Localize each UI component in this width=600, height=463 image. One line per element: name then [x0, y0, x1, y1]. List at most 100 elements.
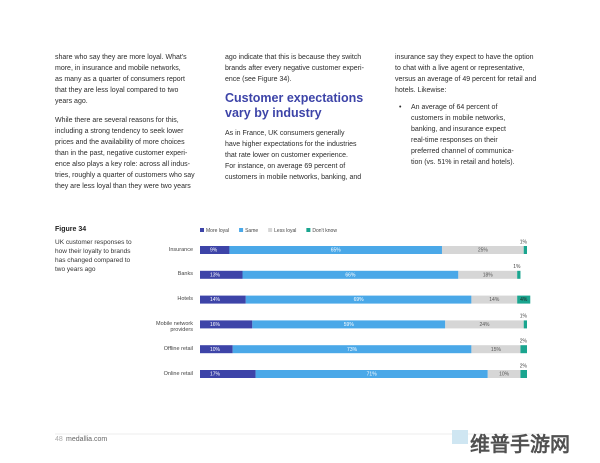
figure-label: Figure 34 [55, 226, 87, 233]
text-line: prices and the availability of more choi… [55, 139, 185, 146]
text-line: An average of 64 percent of [411, 104, 498, 111]
text-line: tion (vs. 51% in retail and hotels). [411, 159, 515, 166]
text-line: While there are several reasons for this… [55, 117, 179, 124]
value-label: 1% [520, 239, 528, 245]
bar-segment [471, 345, 521, 354]
text-line: customers in mobile networks, [411, 115, 506, 122]
bar-segment [245, 295, 472, 304]
legend-label: Don't know [312, 228, 337, 234]
value-label: 16% [210, 322, 221, 328]
bar-segment [441, 246, 524, 254]
bar-segment [200, 370, 256, 378]
value-label: 73% [347, 347, 358, 353]
text-line: to chat with a live agent or representat… [395, 65, 525, 72]
caption-line: two years ago [55, 266, 96, 273]
text-line: banking, and insurance expect [411, 126, 506, 133]
value-label: 66% [345, 272, 356, 278]
value-label: 13% [210, 272, 221, 278]
text-line: including a strong tendency to seek lowe… [55, 128, 184, 135]
figure-caption: UK customer responses to how their loyalt… [55, 238, 132, 274]
value-label: 10% [499, 372, 510, 378]
bar-segment [520, 345, 527, 354]
value-label: 59% [344, 322, 355, 328]
text-line: customers in mobile networks, banking, a… [225, 174, 362, 181]
text-column: ago indicate that this is because they s… [225, 52, 390, 183]
bar-segment [200, 295, 246, 304]
footer-site: medallia.com [66, 436, 108, 443]
value-label: 1% [513, 264, 521, 270]
bar-segment [242, 270, 459, 279]
value-label: 71% [367, 372, 378, 378]
bar-segment [200, 246, 230, 254]
text-line: versus an average of 49 percent for reta… [395, 76, 537, 83]
legend-swatch [239, 228, 244, 232]
bar-segment [255, 370, 488, 378]
text-line: as many as a quarter of consumers report [55, 76, 185, 83]
value-label: 14% [210, 297, 221, 303]
text-line: have higher expectations for the industr… [225, 141, 357, 148]
category-label: Online retail [163, 370, 193, 377]
category-label: Banks [177, 271, 193, 278]
legend-swatch [200, 228, 204, 232]
bar-segment [523, 320, 527, 329]
text-line: ago indicate that this is because they s… [225, 54, 362, 61]
value-label: 2% [520, 363, 528, 369]
bar-segment [445, 320, 524, 329]
value-label: 24% [479, 322, 490, 328]
bar-segment [520, 370, 527, 378]
bar-segment [523, 246, 527, 254]
bar-segment [200, 270, 243, 279]
value-label: 9% [210, 248, 218, 254]
value-label: 1% [520, 314, 528, 320]
legend-label: Less loyal [274, 228, 296, 234]
bar-segment [517, 295, 531, 304]
bar-segment [517, 270, 521, 279]
value-label: 17% [210, 372, 221, 378]
value-label: 18% [483, 272, 494, 278]
text-line: ence also plays a key role: across all i… [55, 161, 191, 168]
category-label: Offline retail [163, 345, 193, 352]
text-line: ence (see Figure 34). [225, 76, 292, 83]
value-label: 65% [331, 248, 342, 254]
text-line: that they are less loyal compared to two [55, 87, 179, 94]
legend-label: Same [245, 228, 258, 234]
legend-label: More loyal [206, 228, 229, 234]
text-line: tries, roughly a quarter of customers wh… [55, 172, 195, 179]
value-label: 2% [520, 339, 528, 345]
bar-segment [200, 320, 253, 329]
legend-swatch [306, 228, 311, 232]
category-label: Insurance [168, 246, 193, 253]
bar-segment [229, 246, 442, 254]
heading-line: Customer expectations [225, 91, 364, 105]
value-label: 10% [210, 347, 221, 353]
text-line: than in the past, negative customer expe… [55, 150, 188, 157]
text-line: more, in insurance and mobile networks, [55, 65, 181, 72]
bar-segment [458, 270, 518, 279]
bar-segment [232, 345, 472, 354]
value-label: 14% [489, 297, 500, 303]
text-line: real-time responses on their [411, 137, 498, 144]
text-line: years ago. [55, 98, 88, 105]
legend-swatch [268, 228, 273, 232]
text-line: share who say they are more loyal. What'… [55, 54, 187, 61]
text-line: As in France, UK consumers generally [225, 130, 345, 137]
caption-line: UK customer responses to [55, 239, 132, 246]
text-line: that rate lower on customer experience. [225, 152, 348, 159]
value-label: 15% [491, 347, 502, 353]
text-line: hotels. Likewise: [395, 87, 447, 94]
bullet-item: An average of 64 percent of customers in … [395, 102, 560, 168]
category-label: Hotels [177, 296, 193, 303]
value-label: 69% [354, 297, 365, 303]
text-line: insurance say they expect to have the op… [395, 54, 534, 61]
page-number: 48 [55, 436, 63, 443]
text-line: brands after every negative customer exp… [225, 65, 364, 72]
watermark: 维普手游网 [470, 434, 570, 456]
value-label: 25% [478, 248, 489, 254]
text-line: they are less loyal than they were two y… [55, 183, 191, 190]
bar-segment [471, 295, 518, 304]
text-line: For instance, on average 69 percent of [225, 163, 346, 170]
bar-segment [200, 345, 233, 354]
text-column: insurance say they expect to have the op… [395, 52, 560, 168]
